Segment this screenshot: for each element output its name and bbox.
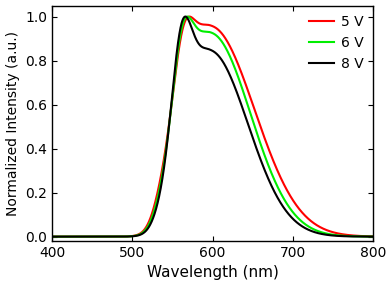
8 V bbox=[345, 235, 350, 238]
5 V bbox=[187, 15, 192, 18]
5 V bbox=[283, 186, 288, 189]
6 V bbox=[202, 30, 207, 33]
5 V bbox=[50, 235, 54, 238]
Line: 8 V: 8 V bbox=[52, 17, 373, 237]
8 V bbox=[185, 16, 189, 19]
8 V bbox=[187, 21, 192, 24]
5 V bbox=[345, 233, 350, 237]
8 V bbox=[183, 15, 188, 18]
Y-axis label: Normalized Intensity (a.u.): Normalized Intensity (a.u.) bbox=[5, 31, 20, 216]
8 V bbox=[371, 235, 376, 238]
6 V bbox=[185, 15, 189, 18]
8 V bbox=[202, 46, 207, 50]
8 V bbox=[50, 235, 54, 238]
Line: 5 V: 5 V bbox=[52, 17, 373, 237]
X-axis label: Wavelength (nm): Wavelength (nm) bbox=[147, 265, 279, 281]
6 V bbox=[283, 200, 288, 203]
6 V bbox=[50, 235, 54, 238]
6 V bbox=[187, 16, 192, 19]
6 V bbox=[345, 234, 350, 238]
6 V bbox=[361, 235, 366, 238]
5 V bbox=[202, 23, 207, 26]
8 V bbox=[361, 235, 366, 238]
8 V bbox=[283, 208, 288, 212]
5 V bbox=[371, 235, 376, 238]
6 V bbox=[185, 15, 190, 18]
Legend: 5 V, 6 V, 8 V: 5 V, 6 V, 8 V bbox=[303, 10, 369, 77]
Line: 6 V: 6 V bbox=[52, 17, 373, 237]
5 V bbox=[187, 15, 192, 18]
5 V bbox=[185, 16, 189, 20]
5 V bbox=[361, 235, 366, 238]
6 V bbox=[371, 235, 376, 238]
